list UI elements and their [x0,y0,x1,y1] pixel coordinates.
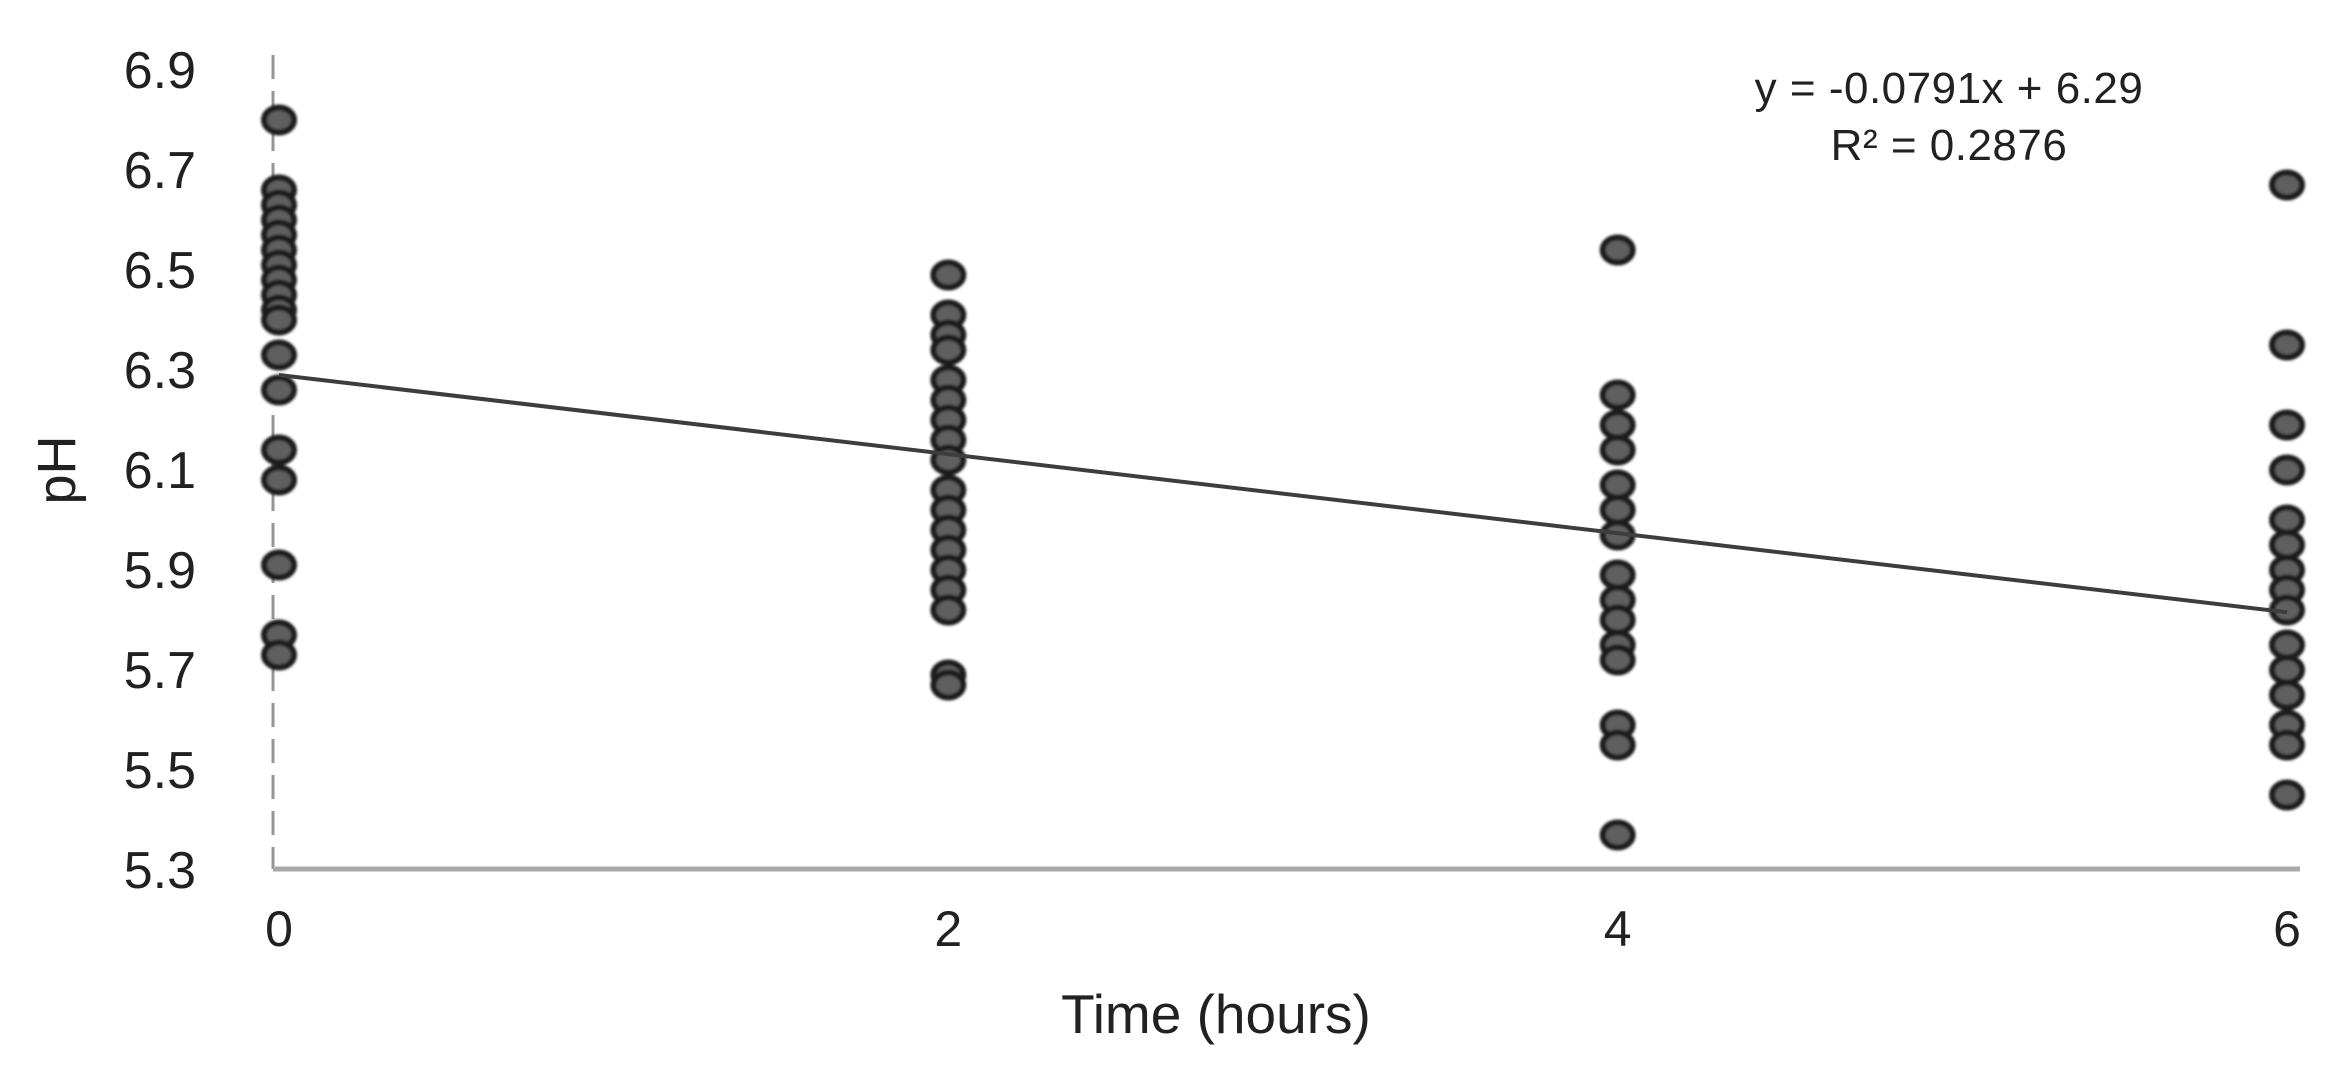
data-point [261,464,297,496]
data-point [2269,779,2306,811]
x-axis-title: Time (hours) [1061,983,1371,1045]
y-tick-label: 5.9 [124,542,196,600]
data-point [2269,529,2306,561]
y-tick-label: 6.9 [124,42,196,100]
data-point [930,259,967,291]
data-point [261,304,297,336]
data-point [2269,679,2306,711]
r-squared-value: R² = 0.2876 [1830,121,2068,170]
y-tick-label: 5.3 [124,842,196,900]
data-point [1599,604,1636,636]
trendline [278,373,2288,615]
data-point [261,374,297,406]
x-tick-label: 2 [934,901,962,957]
x-tick-label: 0 [265,901,293,957]
data-point [1599,819,1636,851]
data-point [261,549,297,581]
data-point [930,334,967,366]
x-tick-label: 4 [1604,901,1632,957]
data-point [2269,409,2306,441]
data-point [1599,494,1636,526]
data-point [1599,644,1636,676]
y-tick-label: 5.7 [124,642,196,700]
y-tick-label: 5.5 [124,742,196,800]
data-point [1599,409,1636,441]
data-point [1599,729,1636,761]
tick-labels: 6.9 6.7 6.5 6.3 6.1 5.9 5.7 5.5 5.3 0 2 4 6 [124,42,2301,957]
data-point [2269,654,2306,686]
y-tick-label: 6.7 [124,142,196,200]
data-point [2269,729,2306,761]
data-point [2269,169,2306,201]
trendline-equation: y = -0.0791x + 6.29 [1754,64,2144,113]
data-point [2269,454,2306,486]
data-points [261,104,2306,851]
y-tick-label: 6.5 [124,242,196,300]
data-point [261,434,297,466]
data-point [1599,559,1636,591]
data-point [2269,629,2306,661]
data-point [1599,434,1636,466]
data-point [1599,469,1636,501]
data-point [930,669,967,701]
data-point [2269,504,2306,536]
data-point [930,594,967,626]
axes [271,55,2300,872]
data-point [261,339,297,371]
data-point [2269,329,2306,361]
trendline-annotation: y = -0.0791x + 6.29 R² = 0.2876 [1679,60,2219,174]
data-point [261,104,297,136]
data-point [1599,379,1636,411]
data-point [1599,234,1636,266]
data-point [261,639,297,671]
y-tick-label: 6.3 [124,342,196,400]
trendline-group [278,373,2288,615]
y-axis-title: pH [27,435,87,505]
y-tick-label: 6.1 [124,442,196,500]
x-tick-label: 6 [2273,901,2301,957]
